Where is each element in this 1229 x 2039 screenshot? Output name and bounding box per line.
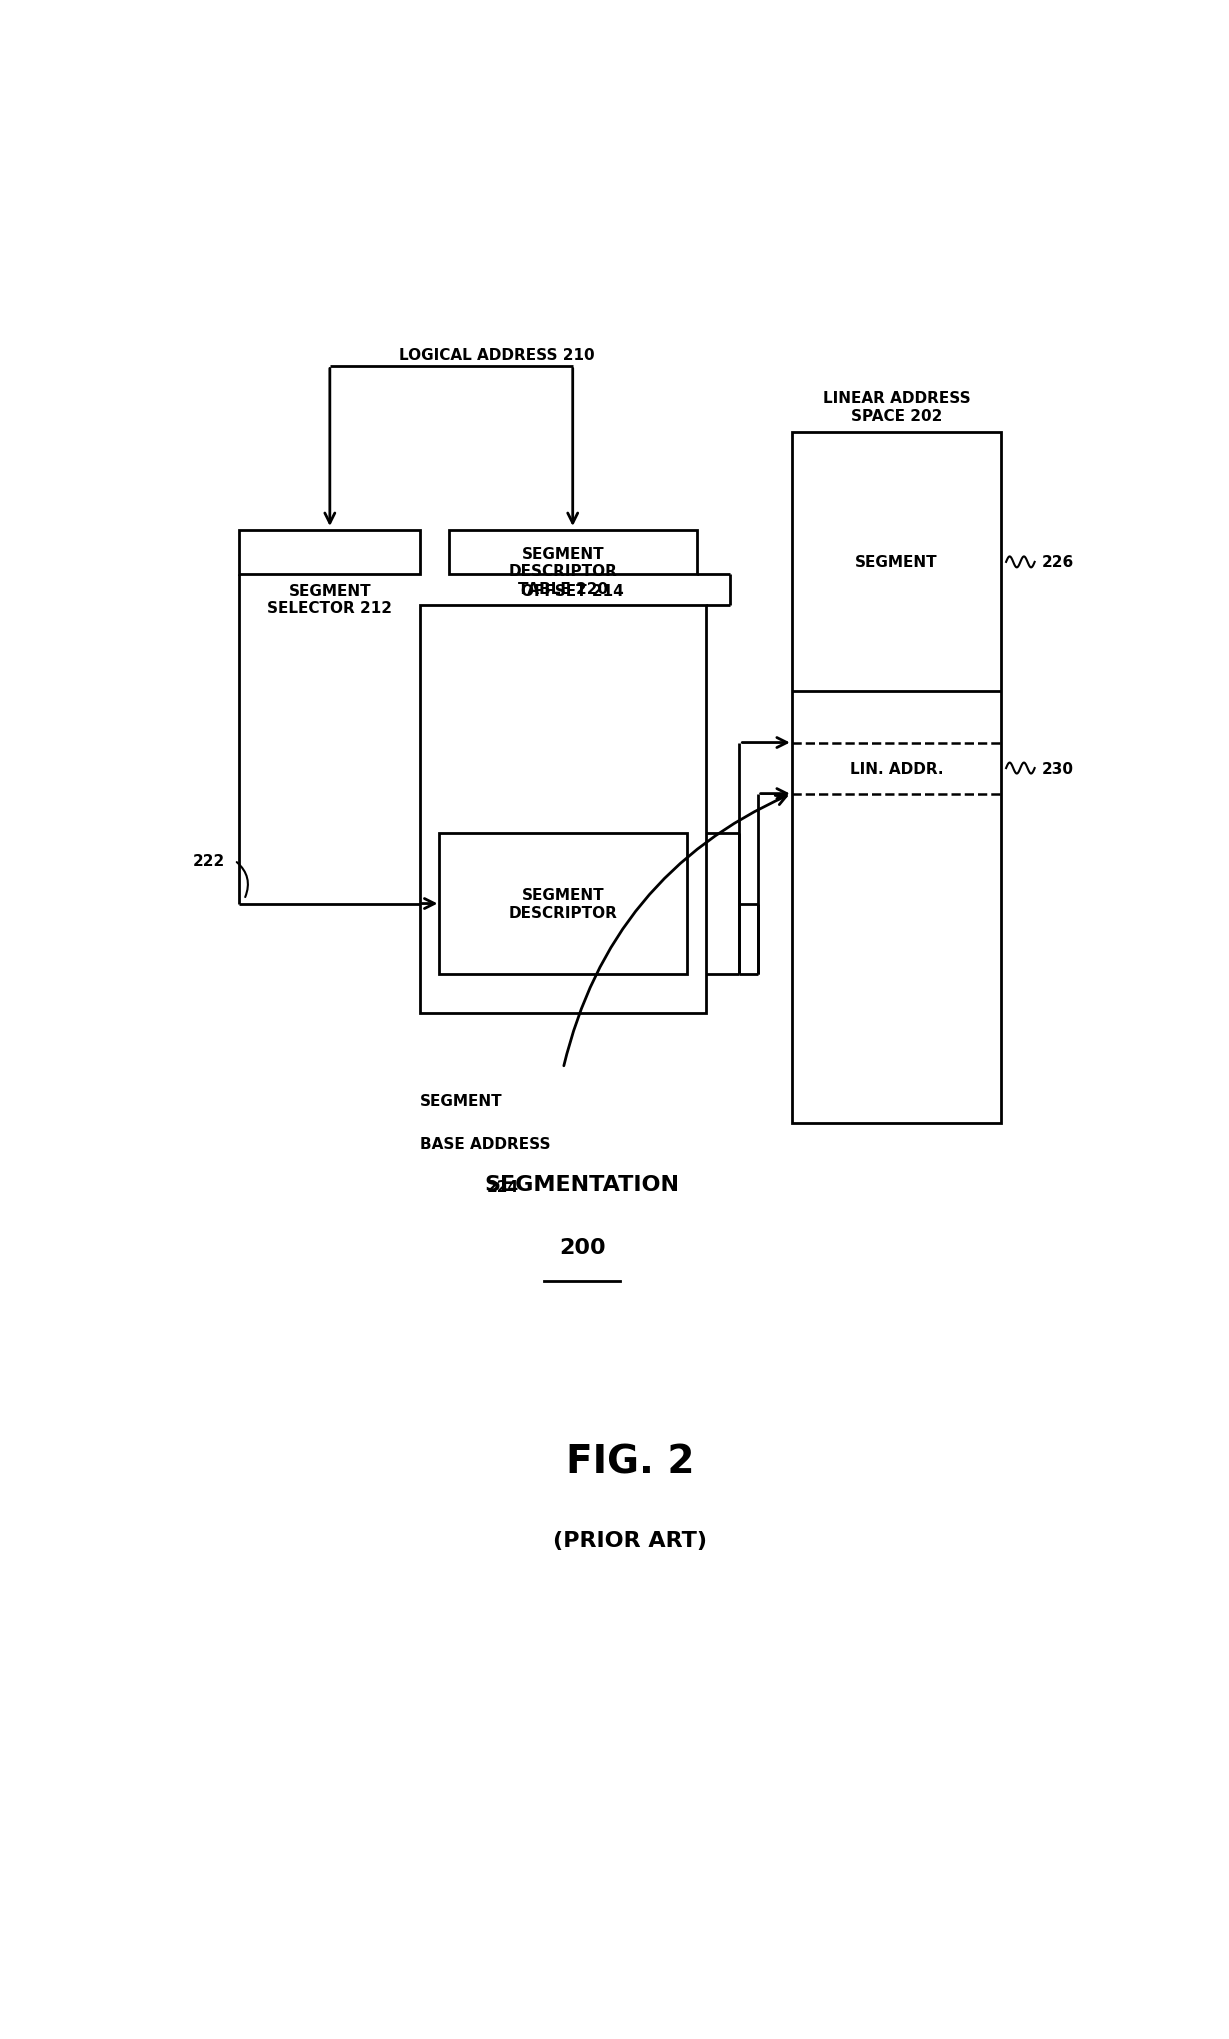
Text: 222: 222 (193, 854, 225, 869)
Text: SEGMENT
DESCRIPTOR
TABLE 220: SEGMENT DESCRIPTOR TABLE 220 (509, 546, 618, 595)
Text: BASE ADDRESS: BASE ADDRESS (420, 1136, 551, 1152)
Text: SEGMENT: SEGMENT (420, 1093, 503, 1107)
Bar (240, 532, 420, 575)
Bar (449, 532, 697, 575)
Text: FIG. 2: FIG. 2 (565, 1442, 694, 1480)
Text: 230: 230 (1041, 761, 1073, 777)
Bar (440, 834, 687, 975)
Text: LOGICAL ADDRESS 210: LOGICAL ADDRESS 210 (398, 347, 595, 363)
Text: LINEAR ADDRESS
SPACE 202: LINEAR ADDRESS SPACE 202 (822, 391, 971, 424)
Text: SEGMENT: SEGMENT (855, 555, 938, 571)
Text: 226: 226 (1041, 555, 1074, 571)
Text: 200: 200 (559, 1238, 606, 1258)
Text: SEGMENT
SELECTOR 212: SEGMENT SELECTOR 212 (268, 583, 392, 616)
Bar (420, 606, 705, 1013)
Text: SEGMENTATION: SEGMENTATION (484, 1174, 680, 1195)
Text: 224: 224 (487, 1179, 519, 1195)
Text: SEGMENT
DESCRIPTOR: SEGMENT DESCRIPTOR (509, 887, 618, 920)
Text: LIN. ADDR.: LIN. ADDR. (849, 761, 944, 777)
Bar (791, 432, 1002, 1123)
Text: OFFSET 214: OFFSET 214 (521, 583, 624, 599)
Text: (PRIOR ART): (PRIOR ART) (553, 1529, 707, 1550)
